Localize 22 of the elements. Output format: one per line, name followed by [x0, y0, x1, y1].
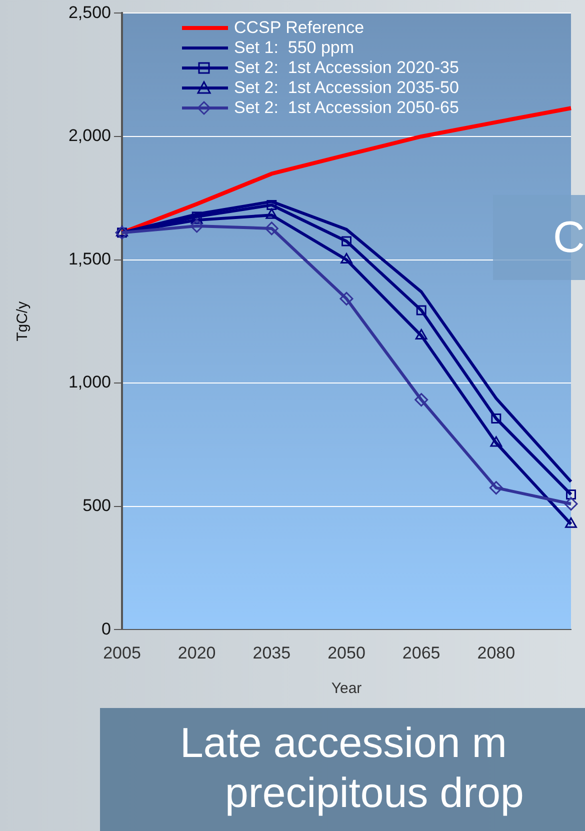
y-tick-label: 2,500 — [68, 2, 111, 22]
x-axis-title: Year — [331, 680, 362, 698]
legend-label: Set 1: 550 ppm — [234, 38, 354, 58]
legend-label: Set 2: 1st Accession 2020-35 — [234, 58, 459, 78]
y-tick-label: 2,000 — [68, 126, 111, 146]
y-tick-label: 1,000 — [68, 372, 111, 392]
legend-label: Set 2: 1st Accession 2050-65 — [234, 98, 459, 118]
annotation: C — [493, 195, 585, 280]
text: precipitous drop — [224, 768, 525, 818]
y-tick-label: 0 — [102, 619, 111, 638]
x-tick-label: 2080 — [477, 643, 516, 662]
x-tick-label: 2020 — [178, 643, 216, 662]
y-tick-label: 500 — [82, 496, 111, 516]
x-tick-label: 2050 — [328, 643, 366, 662]
y-axis-title: TgC/y — [14, 300, 32, 342]
x-tick-label: 2005 — [103, 643, 141, 662]
x-tick-label: 2035 — [252, 643, 291, 662]
x-tick-label: 2065 — [402, 643, 440, 662]
y-tick-label: 1,500 — [68, 249, 111, 268]
legend-label: CCSP Reference — [234, 18, 364, 38]
legend-label: Set 2: 1st Accession 2035-50 — [234, 78, 459, 98]
text: Late accession m — [180, 718, 508, 768]
